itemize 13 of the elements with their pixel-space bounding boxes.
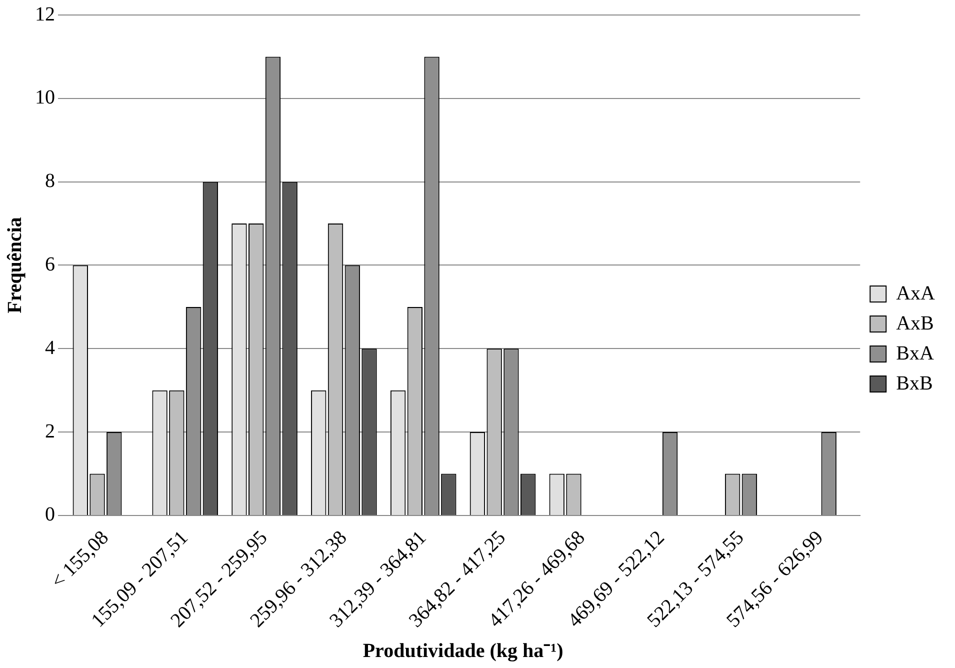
legend-label: BxB bbox=[896, 372, 933, 394]
legend-label: AxB bbox=[896, 312, 934, 334]
y-axis-title: Frequência bbox=[4, 217, 26, 314]
legend-label: AxA bbox=[896, 282, 936, 304]
y-tick-label: 8 bbox=[45, 170, 55, 192]
legend-label: BxA bbox=[896, 342, 934, 364]
x-axis-title: Produtividade (kg ha⁻¹) bbox=[362, 640, 564, 662]
y-tick-label: 0 bbox=[45, 504, 55, 526]
y-tick-label: 6 bbox=[45, 253, 55, 276]
y-tick-label: 4 bbox=[45, 336, 55, 359]
y-tick-label: 10 bbox=[35, 86, 55, 109]
y-tick-label: 2 bbox=[45, 420, 55, 442]
y-tick-label: 12 bbox=[35, 3, 55, 26]
